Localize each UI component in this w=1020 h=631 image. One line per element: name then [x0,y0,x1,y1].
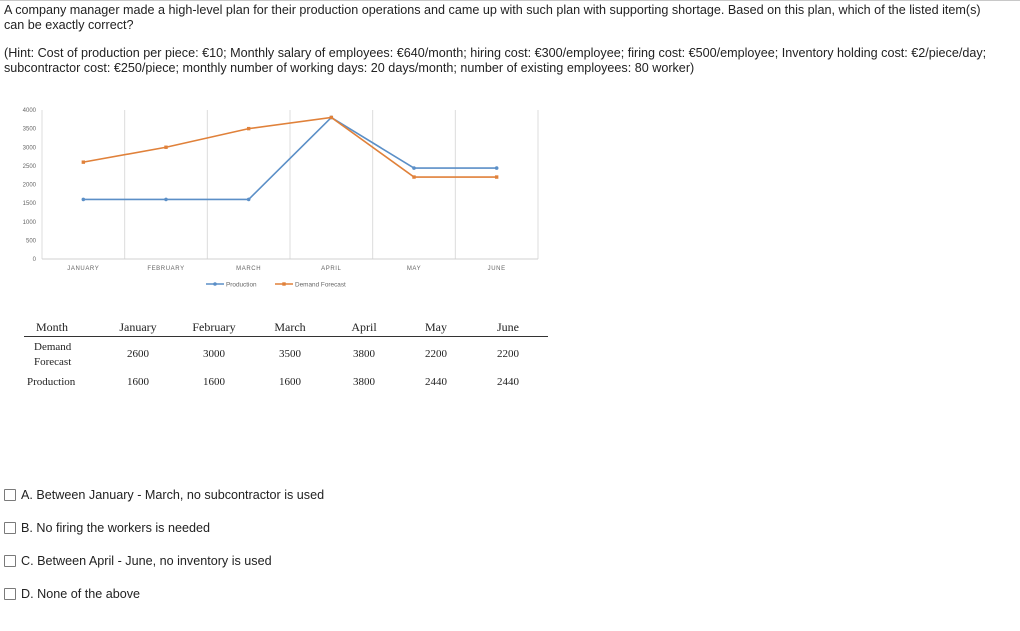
chart-point [494,166,499,170]
chart-legend-marker [282,282,286,286]
chart-x-tick-label: APRIL [321,266,341,272]
top-divider [0,0,1020,1]
table-header-march: March [274,320,306,334]
chart-y-tick-label: 1000 [23,220,37,226]
chart-y-tick-label: 2500 [23,164,37,170]
table-header-february: February [192,320,236,334]
table-cell: 3000 [203,348,225,360]
chart-x-tick-label: JUNE [488,266,506,272]
chart-x-tick-label: FEBRUARY [147,266,184,272]
chart-y-tick-label: 4000 [23,108,37,114]
production-chart: 0 500 1000 1500 2000 2500 3000 3500 4000 JANUARY F… [23,108,539,289]
chart-point [412,166,416,170]
chart-point [494,175,499,179]
table-header-may: May [425,320,447,334]
table-cell: 3800 [353,376,375,388]
table-header-month: Month [36,320,69,334]
chart-y-tick-label: 3500 [23,127,37,133]
table-cell: 1600 [203,376,225,388]
row-label-forecast: Forecast [34,356,72,368]
table-header-rule [24,336,548,337]
table-cell: 2440 [497,376,519,388]
chart-point [329,115,334,120]
row-label-demand: Demand [34,341,72,353]
table-cell: 1600 [279,376,301,388]
chart-x-tick-label: MARCH [236,266,261,272]
table-cell: 2200 [497,348,519,360]
hint-text: (Hint: Cost of production per piece: €10… [4,46,987,75]
chart-y-tick-label: 3000 [23,145,37,151]
chart-y-tick-label: 500 [26,238,37,244]
row-label-production: Production [27,376,76,388]
chart-point [81,197,86,202]
chart-series-line [83,116,497,178]
option-b-label: B. No firing the workers is needed [21,521,210,535]
table-cell: 2440 [425,376,447,388]
option-a-checkbox[interactable] [4,489,16,501]
option-c[interactable]: C. Between April - June, no inventory is… [4,553,424,569]
table-header-january: January [119,320,157,334]
chart-legend-marker [213,282,217,286]
chart-legend-label: Demand Forecast [295,282,346,289]
chart-series-line [83,116,497,201]
option-d-label: D. None of the above [21,587,141,601]
option-b-checkbox[interactable] [4,522,16,534]
option-d[interactable]: D. None of the above [4,586,424,602]
table-cell: 3500 [279,348,301,360]
chart-y-tick-label: 1500 [23,201,37,207]
chart-x-tick-label: MAY [407,266,421,272]
option-d-checkbox[interactable] [4,588,16,600]
table-cell: 2200 [425,348,447,360]
chart-point [412,175,416,179]
question-text: A company manager made a high-level plan… [4,3,981,32]
chart-x-tick-label: JANUARY [67,266,99,272]
option-a-label: A. Between January - March, no subcontra… [21,488,325,502]
chart-y-tick-label: 0 [33,257,37,263]
chart-point [246,126,251,131]
chart-point [164,197,168,202]
table-cell: 3800 [353,348,375,360]
option-a[interactable]: A. Between January - March, no subcontra… [4,487,424,503]
table-cell: 1600 [127,376,149,388]
table-cell: 2600 [127,348,149,360]
table-header-june: June [497,320,519,334]
option-c-label: C. Between April - June, no inventory is… [21,554,272,568]
chart-point [246,197,251,202]
chart-point [81,160,86,164]
option-c-checkbox[interactable] [4,555,16,567]
chart-y-tick-label: 2000 [23,183,37,189]
option-b[interactable]: B. No firing the workers is needed [4,520,424,536]
chart-legend-label: Production [226,282,257,289]
chart-point [164,145,168,149]
table-header-april: April [351,320,377,334]
